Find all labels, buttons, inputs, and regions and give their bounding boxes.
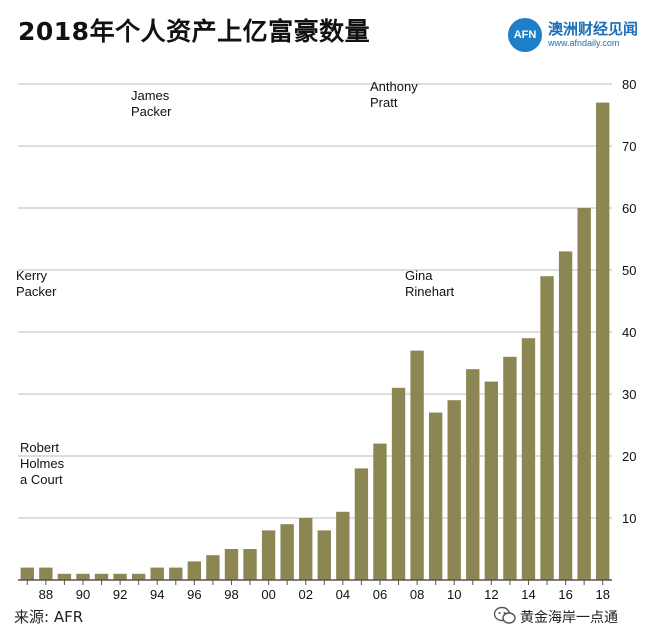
bar-14 xyxy=(521,338,536,580)
bar-10 xyxy=(447,400,461,580)
label-kerry-packer: Kerry Packer xyxy=(16,268,57,299)
x-tick-label: 94 xyxy=(150,587,164,602)
bar-97 xyxy=(206,555,220,580)
afn-logo-name: 澳洲财经见闻 xyxy=(548,20,639,38)
x-tick-label: 06 xyxy=(373,587,387,602)
bar-99 xyxy=(243,549,257,580)
x-tick-label: 14 xyxy=(521,587,535,602)
y-tick-label: 50 xyxy=(622,263,636,278)
bar-92 xyxy=(113,573,127,580)
x-tick-label: 98 xyxy=(224,587,238,602)
x-tick-label: 00 xyxy=(261,587,275,602)
bar-91 xyxy=(94,573,109,580)
bar-03 xyxy=(317,530,331,580)
y-tick-label: 30 xyxy=(622,387,636,402)
bar-12 xyxy=(484,381,499,580)
bar-08 xyxy=(410,350,424,580)
footer-brand: 黄金海岸一点通 xyxy=(520,610,618,626)
x-tick-label: 02 xyxy=(298,587,312,602)
bar-01 xyxy=(280,524,294,580)
label-james-packer: James Packer xyxy=(131,88,172,119)
bar-94 xyxy=(150,567,164,580)
bars xyxy=(20,102,610,580)
wechat-icon xyxy=(494,606,516,624)
bar-96 xyxy=(187,561,202,580)
x-axis-ticks: 88 90 92 94 96 98 00 02 04 06 08 10 12 14 16 18 xyxy=(26,580,610,602)
afn-logo-icon: AFN xyxy=(508,18,542,52)
bar-90 xyxy=(76,573,90,580)
y-tick-label: 60 xyxy=(622,201,636,216)
bar-11 xyxy=(466,369,480,580)
y-tick-label: 70 xyxy=(622,139,636,154)
bar-02 xyxy=(299,518,313,580)
x-tick-label: 90 xyxy=(76,587,90,602)
bar-16 xyxy=(558,251,573,580)
bar-98 xyxy=(224,549,239,580)
bar-09 xyxy=(428,412,443,580)
x-tick-label: 12 xyxy=(484,587,498,602)
label-anthony-pratt: Anthony Pratt xyxy=(370,79,418,110)
x-tick-label: 96 xyxy=(187,587,201,602)
chart-title: 2018年个人资产上亿富豪数量 xyxy=(18,17,371,46)
x-tick-label: 16 xyxy=(558,587,572,602)
y-tick-label: 20 xyxy=(622,449,636,464)
bar-18 xyxy=(596,102,610,580)
y-tick-label: 80 xyxy=(622,77,636,92)
bar-17 xyxy=(577,208,591,580)
bar-07 xyxy=(391,387,406,580)
afn-logo-url: www.afndaily.com xyxy=(548,38,620,48)
bar-95 xyxy=(169,567,183,580)
x-tick-label: 04 xyxy=(336,587,350,602)
bar-87 xyxy=(20,567,34,580)
bar-13 xyxy=(503,356,517,580)
bar-89 xyxy=(57,573,72,580)
bar-05 xyxy=(354,468,369,580)
bar-15 xyxy=(540,276,554,580)
bar-88 xyxy=(39,567,53,580)
bar-04 xyxy=(336,511,350,580)
label-gina-rinehart: Gina Rinehart xyxy=(405,268,455,299)
y-axis-ticks: 10 20 30 40 50 60 70 80 xyxy=(622,77,636,526)
afn-logo: AFN 澳洲财经见闻 www.afndaily.com xyxy=(508,18,648,54)
bar-93 xyxy=(131,573,146,580)
x-tick-label: 18 xyxy=(595,587,609,602)
y-tick-label: 40 xyxy=(622,325,636,340)
y-tick-label: 10 xyxy=(622,511,636,526)
x-tick-label: 92 xyxy=(113,587,127,602)
source-note: 来源: AFR xyxy=(14,608,84,626)
bar-06 xyxy=(373,443,387,580)
label-robert-holmes-a-court: Robert Holmes a Court xyxy=(20,440,65,487)
x-tick-label: 88 xyxy=(39,587,53,602)
x-tick-label: 10 xyxy=(447,587,461,602)
bar-00 xyxy=(261,530,276,580)
x-tick-label: 08 xyxy=(410,587,424,602)
